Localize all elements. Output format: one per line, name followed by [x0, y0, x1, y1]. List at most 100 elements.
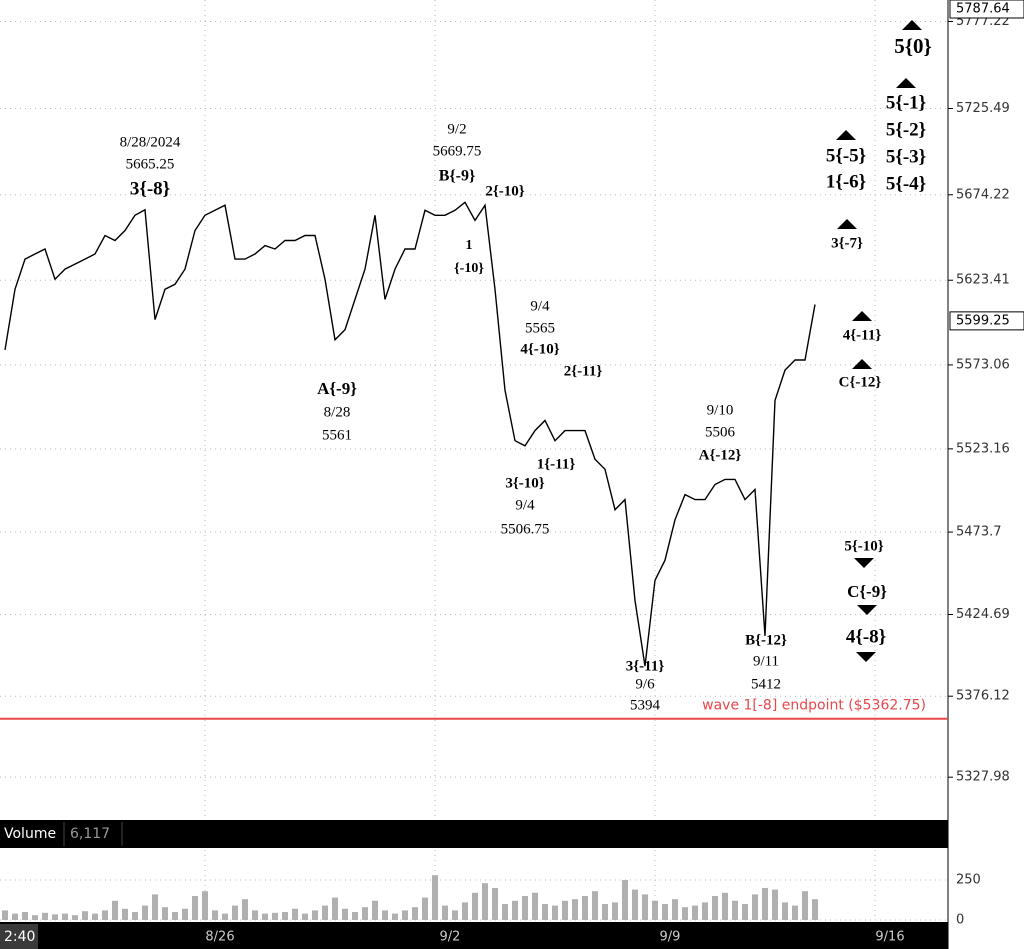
volume-bar	[752, 894, 758, 920]
volume-bar	[462, 902, 468, 920]
volume-bar	[812, 899, 818, 920]
wave-annotation: 5{-4}	[886, 173, 926, 194]
wave-annotation: 1{-6}	[826, 171, 866, 192]
high-label-box	[949, 0, 1024, 19]
volume-bar	[682, 907, 688, 920]
down-triangle	[854, 558, 874, 568]
y-tick-label: 5473.7	[956, 525, 1002, 540]
volume-bar	[772, 889, 778, 920]
volume-bar	[792, 905, 798, 920]
high-label: 5787.64	[956, 2, 1010, 17]
up-triangle	[852, 311, 872, 321]
volume-bar	[112, 900, 118, 920]
volume-bar	[572, 899, 578, 920]
wave-annotation: 4{-11}	[843, 327, 882, 343]
volume-bar	[12, 913, 18, 920]
time-box	[0, 924, 38, 949]
wave-annotation: 5561	[322, 427, 352, 443]
down-triangle	[857, 605, 877, 615]
volume-bar	[342, 908, 348, 920]
y-tick-label: 5725.49	[956, 101, 1010, 116]
volume-bar	[492, 888, 498, 920]
volume-bar	[532, 892, 538, 920]
last-price-box	[949, 311, 1024, 331]
y-tick-label: 5424.69	[956, 607, 1010, 622]
wave-annotation: 5{-3}	[886, 146, 926, 167]
up-triangle	[852, 359, 872, 369]
volume-bar	[762, 888, 768, 920]
volume-bar	[402, 910, 408, 920]
volume-bar	[522, 896, 528, 920]
wave-annotation: 1	[466, 238, 473, 253]
volume-bar	[182, 908, 188, 920]
wave-markers	[836, 20, 922, 662]
volume-bar	[272, 912, 278, 920]
volume-bar	[282, 912, 288, 920]
volume-bar	[422, 897, 428, 920]
wave-annotation: 2{-10}	[485, 183, 524, 199]
volume-bar	[412, 907, 418, 920]
wave-annotation: B{-12}	[745, 632, 787, 648]
wave-annotation: 5{-5}	[826, 145, 866, 166]
wave-annotation: 1{-11}	[537, 456, 576, 472]
volume-bar	[132, 912, 138, 920]
volume-bar	[62, 913, 68, 920]
volume-bar	[22, 912, 28, 920]
volume-bar	[302, 913, 308, 920]
volume-bar	[702, 902, 708, 920]
volume-bar	[442, 905, 448, 920]
up-triangle	[836, 130, 856, 140]
volume-bar	[152, 894, 158, 920]
volume-bar	[322, 905, 328, 920]
volume-tick-label: 250	[956, 873, 981, 888]
volume-bar	[632, 889, 638, 920]
volume-bar	[652, 900, 658, 920]
volume-bar	[512, 900, 518, 920]
volume-last: 6,117	[70, 826, 110, 842]
y-tick-label: 5376.12	[956, 689, 1010, 704]
wave-annotation: 5{-1}	[886, 92, 926, 113]
down-triangle	[856, 652, 876, 662]
volume-bar	[372, 900, 378, 920]
volume-bar	[252, 910, 258, 920]
reference-label: wave 1[-8] endpoint ($5362.75)	[702, 698, 926, 714]
volume-bar	[622, 880, 628, 920]
volume-title: Volume	[4, 826, 56, 842]
volume-tick-label: 0	[956, 913, 964, 928]
y-tick-label: 5327.98	[956, 770, 1010, 785]
volume-bar	[52, 914, 58, 920]
volume-bar	[162, 907, 168, 920]
x-tick-label: 9/9	[660, 930, 681, 945]
wave-annotation: 9/10	[707, 402, 734, 418]
volume-bar	[192, 896, 198, 920]
wave-annotation: 5506	[705, 424, 736, 440]
wave-annotation: 5665.25	[126, 156, 175, 172]
wave-annotation: 5{-2}	[886, 119, 926, 140]
wave-annotation: 9/4	[530, 298, 550, 314]
volume-bar	[122, 908, 128, 920]
up-triangle	[837, 219, 857, 229]
up-triangle	[896, 78, 916, 88]
volume-bar	[332, 897, 338, 920]
volume-bar	[722, 892, 728, 920]
y-tick-label: 5573.06	[956, 357, 1010, 372]
wave-annotation: C{-12}	[839, 374, 882, 390]
volume-bar	[732, 900, 738, 920]
volume-bar	[202, 891, 208, 920]
wave-annotation: 9/2	[447, 121, 466, 137]
volume-bar	[582, 896, 588, 920]
volume-bar	[672, 899, 678, 920]
volume-bar	[352, 912, 358, 920]
volume-bar	[142, 905, 148, 920]
volume-bar	[242, 899, 248, 920]
volume-bar	[82, 911, 88, 920]
volume-bar	[72, 915, 78, 920]
wave-annotation: 3{-11}	[626, 658, 665, 674]
wave-annotation: 8/28	[324, 404, 351, 420]
volume-header	[0, 820, 948, 848]
wave-annotation: 5{0}	[894, 34, 932, 58]
volume-bar	[552, 905, 558, 920]
wave-annotation: 5412	[751, 676, 781, 692]
volume-bar	[172, 912, 178, 920]
